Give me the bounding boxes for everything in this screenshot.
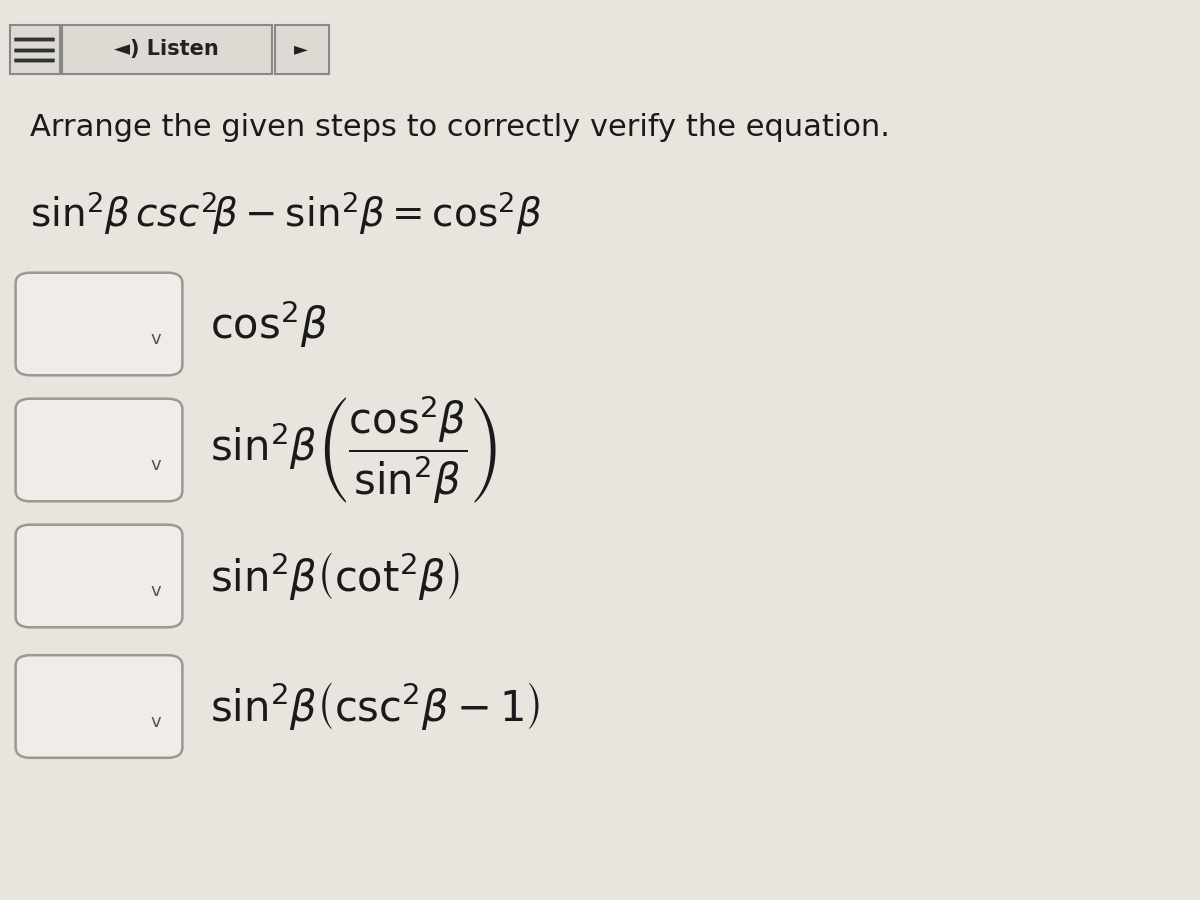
Text: v: v [151,456,161,474]
Text: ►: ► [294,40,308,58]
FancyBboxPatch shape [62,25,272,74]
Text: v: v [151,713,161,731]
Text: Arrange the given steps to correctly verify the equation.: Arrange the given steps to correctly ver… [30,112,890,141]
FancyBboxPatch shape [16,273,182,375]
Text: $\cos^2\!\beta$: $\cos^2\!\beta$ [210,298,328,350]
Text: $\sin^2\!\beta \left(\csc^2\!\beta - 1\right)$: $\sin^2\!\beta \left(\csc^2\!\beta - 1\r… [210,680,540,733]
Text: $\sin^2\!\beta\,\mathit{csc}^2\!\beta - \sin^2\!\beta = \cos^2\!\beta$: $\sin^2\!\beta\,\mathit{csc}^2\!\beta - … [30,189,541,237]
FancyBboxPatch shape [275,25,329,74]
Text: v: v [151,330,161,348]
Text: ◄) Listen: ◄) Listen [114,40,220,59]
FancyBboxPatch shape [16,525,182,627]
FancyBboxPatch shape [16,399,182,501]
Text: $\sin^2\!\beta \left(\cot^2\!\beta\right)$: $\sin^2\!\beta \left(\cot^2\!\beta\right… [210,550,460,602]
Text: v: v [151,582,161,600]
FancyBboxPatch shape [16,655,182,758]
Text: $\sin^2\!\beta \left(\dfrac{\cos^2\!\beta}{\sin^2\!\beta}\right)$: $\sin^2\!\beta \left(\dfrac{\cos^2\!\bet… [210,394,497,506]
FancyBboxPatch shape [10,25,60,74]
